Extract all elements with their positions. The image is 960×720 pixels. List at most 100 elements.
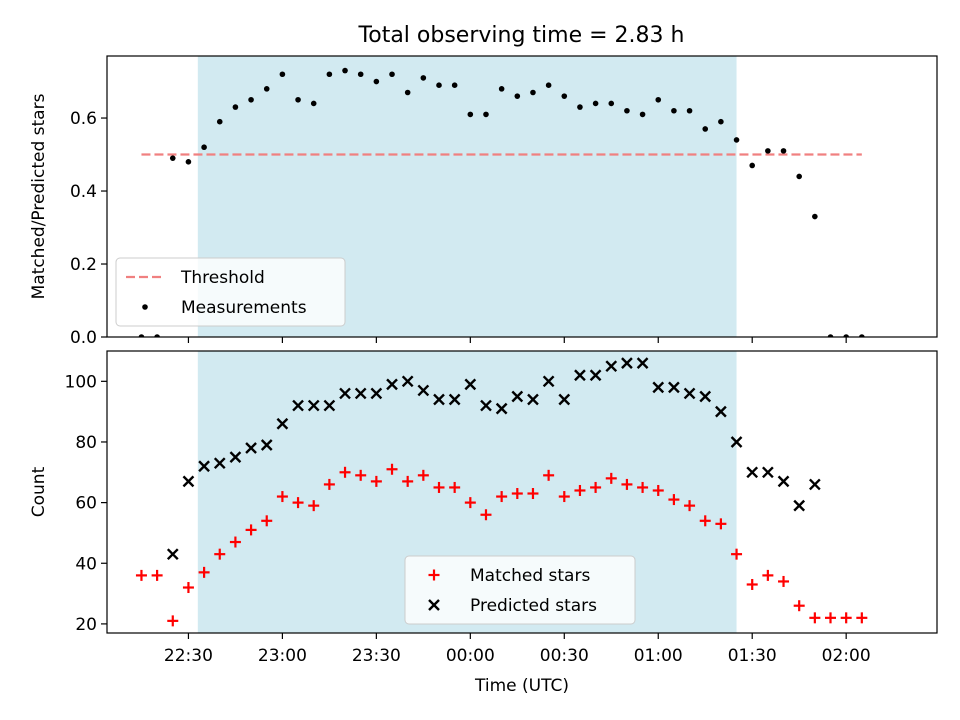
predicted-point [762,466,774,479]
marker-d2 [699,390,712,403]
chart-title: Total observing time = 2.83 h [358,23,685,48]
matched-point [793,600,805,612]
legend-label: Predicted stars [470,596,597,616]
axes-frame [106,350,938,634]
marker-d2 [668,381,680,394]
measurement-point [765,148,771,154]
matched-point [480,509,492,521]
series-predicted-stars [166,357,821,561]
matched-point [668,494,680,506]
marker-d2 [166,548,179,561]
measurement-point [467,111,474,118]
legend-box [115,257,346,327]
predicted-point [793,499,806,512]
marker-d2 [480,399,492,412]
legend-label: Matched stars [470,566,590,586]
y-tick-label: 60 [75,494,97,514]
y-tick-label: 0.0 [70,328,97,348]
measurement-point [702,126,709,132]
predicted-point [260,439,273,451]
marker-d2 [730,436,743,448]
marker-d2 [292,399,304,412]
x-tick-label: 00:00 [446,646,495,666]
legend: Threshold Measurements [115,257,346,327]
measurement-point [436,82,442,88]
marker-d2 [433,393,445,406]
measurement-point [718,118,724,125]
marker-d2 [307,399,320,412]
matched-point [558,491,570,503]
matched-point [245,524,257,536]
measurement-point [169,155,176,161]
marker-d2 [762,466,774,479]
matched-point [339,466,351,478]
legend-label: Measurements [181,298,307,318]
measurement-point [561,93,568,99]
predicted-point [480,399,492,412]
marker-d2 [245,442,257,454]
predicted-point [715,405,727,418]
predicted-point [354,387,367,400]
matched-point [731,548,743,560]
y-tick-label: 0.2 [70,255,97,275]
matched-point [527,488,539,500]
matched-point [809,612,821,624]
legend-matched-swatch [428,569,440,581]
marker-d2 [260,439,273,451]
matched-point [449,481,461,493]
predicted-point [401,375,414,388]
measurement-point [248,96,254,103]
predicted-point [730,436,743,448]
marker-d2 [746,466,759,479]
matched-point [229,536,241,548]
x-tick-label: 00:30 [540,646,589,666]
matched-point [151,569,163,581]
measurement-point [326,71,333,78]
matched-point [762,569,774,581]
y-tick-label: 40 [75,554,97,574]
measurement-point [592,100,599,107]
predicted-point [276,417,289,430]
measurement-point [216,118,223,125]
matched-point [182,582,194,594]
matched-point [856,612,868,624]
predicted-point [636,357,649,369]
predicted-point [652,381,665,394]
matched-point [684,500,696,512]
measurement-point [639,111,646,118]
marker-d2 [511,390,524,403]
marker-d2 [276,417,289,430]
y-tick-label: 80 [75,433,97,453]
measurement-point [498,86,505,92]
predicted-point [574,369,586,382]
marker-d2 [354,387,367,400]
measurement-point [451,82,458,88]
y-axis-label: Count [29,466,49,517]
predicted-point [558,393,571,406]
matched-point [433,481,445,493]
predicted-point [605,360,618,373]
marker-d2 [542,375,555,388]
matched-point [840,612,852,624]
marker-d2 [715,405,727,418]
predicted-point [245,442,257,454]
marker-d2 [229,451,242,463]
predicted-point [417,384,430,397]
x-tick-label: 01:30 [728,646,777,666]
measurement-point [545,82,552,88]
measurement-point [624,107,630,114]
matched-point [276,491,288,503]
series-measurements [138,67,865,337]
predicted-point [683,387,696,400]
predicted-point [699,390,712,403]
matched-point [214,548,226,560]
legend-predicted-swatch [428,599,440,611]
marker-d2 [793,499,806,512]
legend-label: Threshold [180,268,265,288]
measurement-point [263,86,270,92]
predicted-point [589,369,602,382]
marker-d2 [428,599,440,611]
predicted-point [386,378,398,391]
measurement-point [154,334,160,337]
